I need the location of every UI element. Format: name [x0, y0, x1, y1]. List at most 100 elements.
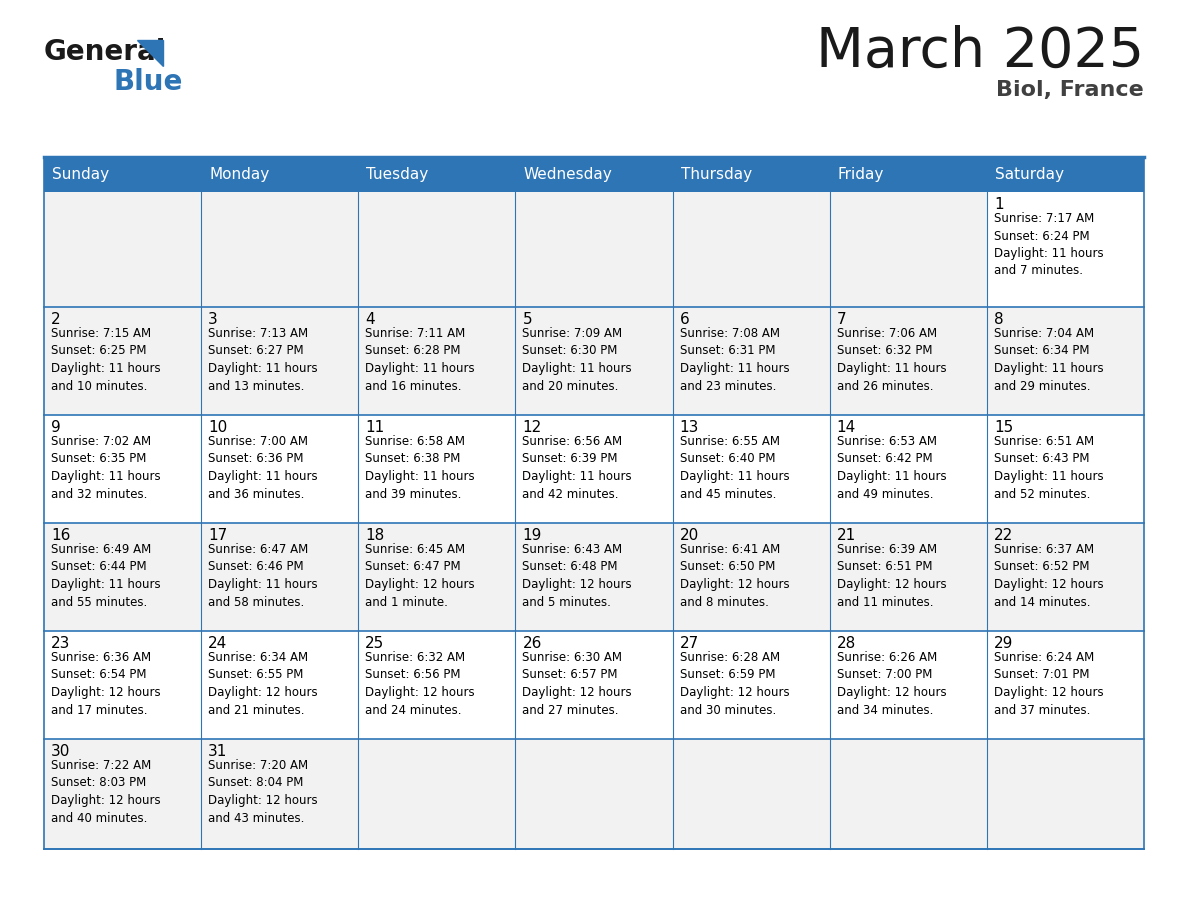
- Text: Saturday: Saturday: [994, 167, 1064, 182]
- Text: Friday: Friday: [838, 167, 884, 182]
- Text: Sunrise: 6:34 AM
Sunset: 6:55 PM
Daylight: 12 hours
and 21 minutes.: Sunrise: 6:34 AM Sunset: 6:55 PM Dayligh…: [208, 651, 317, 717]
- Text: Thursday: Thursday: [681, 167, 752, 182]
- Bar: [987, 192, 1144, 307]
- Text: Sunday: Sunday: [52, 167, 109, 182]
- Bar: [516, 192, 672, 307]
- Text: 24: 24: [208, 636, 227, 651]
- Bar: [672, 157, 829, 192]
- Text: 18: 18: [365, 528, 385, 543]
- Text: Sunrise: 6:53 AM
Sunset: 6:42 PM
Daylight: 11 hours
and 49 minutes.: Sunrise: 6:53 AM Sunset: 6:42 PM Dayligh…: [836, 435, 947, 500]
- Bar: [672, 415, 829, 523]
- Text: Sunrise: 7:20 AM
Sunset: 8:04 PM
Daylight: 12 hours
and 43 minutes.: Sunrise: 7:20 AM Sunset: 8:04 PM Dayligh…: [208, 759, 317, 824]
- Text: 30: 30: [51, 744, 70, 759]
- Text: 9: 9: [51, 420, 61, 435]
- Bar: [987, 739, 1144, 849]
- Bar: [516, 157, 672, 192]
- Text: 15: 15: [994, 420, 1013, 435]
- Bar: [672, 631, 829, 739]
- Bar: [672, 307, 829, 415]
- Text: 25: 25: [365, 636, 385, 651]
- Bar: [829, 415, 987, 523]
- Bar: [44, 523, 201, 631]
- Bar: [987, 157, 1144, 192]
- Text: Sunrise: 7:22 AM
Sunset: 8:03 PM
Daylight: 12 hours
and 40 minutes.: Sunrise: 7:22 AM Sunset: 8:03 PM Dayligh…: [51, 759, 160, 824]
- Text: 21: 21: [836, 528, 857, 543]
- Bar: [359, 523, 516, 631]
- Text: Sunrise: 7:11 AM
Sunset: 6:28 PM
Daylight: 11 hours
and 16 minutes.: Sunrise: 7:11 AM Sunset: 6:28 PM Dayligh…: [365, 327, 475, 393]
- Text: 12: 12: [523, 420, 542, 435]
- Text: General: General: [44, 38, 166, 66]
- Text: 6: 6: [680, 312, 689, 327]
- Text: Sunrise: 7:06 AM
Sunset: 6:32 PM
Daylight: 11 hours
and 26 minutes.: Sunrise: 7:06 AM Sunset: 6:32 PM Dayligh…: [836, 327, 947, 393]
- Bar: [359, 631, 516, 739]
- Text: 10: 10: [208, 420, 227, 435]
- Text: 13: 13: [680, 420, 699, 435]
- Text: 16: 16: [51, 528, 70, 543]
- Bar: [829, 523, 987, 631]
- Text: 27: 27: [680, 636, 699, 651]
- Text: Sunrise: 6:41 AM
Sunset: 6:50 PM
Daylight: 12 hours
and 8 minutes.: Sunrise: 6:41 AM Sunset: 6:50 PM Dayligh…: [680, 543, 789, 609]
- Text: 7: 7: [836, 312, 846, 327]
- Bar: [201, 415, 359, 523]
- Bar: [829, 192, 987, 307]
- Bar: [987, 307, 1144, 415]
- Text: 14: 14: [836, 420, 857, 435]
- Bar: [359, 192, 516, 307]
- Bar: [44, 739, 201, 849]
- Text: 22: 22: [994, 528, 1013, 543]
- Bar: [359, 307, 516, 415]
- Text: Sunrise: 7:17 AM
Sunset: 6:24 PM
Daylight: 11 hours
and 7 minutes.: Sunrise: 7:17 AM Sunset: 6:24 PM Dayligh…: [994, 212, 1104, 277]
- Bar: [44, 631, 201, 739]
- Bar: [987, 631, 1144, 739]
- Bar: [672, 739, 829, 849]
- Text: 11: 11: [365, 420, 385, 435]
- Text: Sunrise: 6:45 AM
Sunset: 6:47 PM
Daylight: 12 hours
and 1 minute.: Sunrise: 6:45 AM Sunset: 6:47 PM Dayligh…: [365, 543, 475, 609]
- Bar: [44, 415, 201, 523]
- Text: Sunrise: 7:02 AM
Sunset: 6:35 PM
Daylight: 11 hours
and 32 minutes.: Sunrise: 7:02 AM Sunset: 6:35 PM Dayligh…: [51, 435, 160, 500]
- Bar: [359, 739, 516, 849]
- Text: Sunrise: 7:15 AM
Sunset: 6:25 PM
Daylight: 11 hours
and 10 minutes.: Sunrise: 7:15 AM Sunset: 6:25 PM Dayligh…: [51, 327, 160, 393]
- Text: Sunrise: 6:51 AM
Sunset: 6:43 PM
Daylight: 11 hours
and 52 minutes.: Sunrise: 6:51 AM Sunset: 6:43 PM Dayligh…: [994, 435, 1104, 500]
- Bar: [987, 415, 1144, 523]
- Text: 20: 20: [680, 528, 699, 543]
- Text: Biol, France: Biol, France: [997, 80, 1144, 100]
- Bar: [516, 523, 672, 631]
- Text: 8: 8: [994, 312, 1004, 327]
- Bar: [44, 192, 201, 307]
- Bar: [201, 631, 359, 739]
- Text: Sunrise: 6:58 AM
Sunset: 6:38 PM
Daylight: 11 hours
and 39 minutes.: Sunrise: 6:58 AM Sunset: 6:38 PM Dayligh…: [365, 435, 475, 500]
- Text: Sunrise: 6:30 AM
Sunset: 6:57 PM
Daylight: 12 hours
and 27 minutes.: Sunrise: 6:30 AM Sunset: 6:57 PM Dayligh…: [523, 651, 632, 717]
- Text: 19: 19: [523, 528, 542, 543]
- Text: 1: 1: [994, 197, 1004, 212]
- Bar: [201, 523, 359, 631]
- Bar: [359, 157, 516, 192]
- Text: 28: 28: [836, 636, 857, 651]
- Bar: [987, 523, 1144, 631]
- Text: 29: 29: [994, 636, 1013, 651]
- Text: Sunrise: 6:39 AM
Sunset: 6:51 PM
Daylight: 12 hours
and 11 minutes.: Sunrise: 6:39 AM Sunset: 6:51 PM Dayligh…: [836, 543, 947, 609]
- Text: Sunrise: 6:24 AM
Sunset: 7:01 PM
Daylight: 12 hours
and 37 minutes.: Sunrise: 6:24 AM Sunset: 7:01 PM Dayligh…: [994, 651, 1104, 717]
- Text: 31: 31: [208, 744, 228, 759]
- Text: 17: 17: [208, 528, 227, 543]
- Text: Blue: Blue: [114, 68, 183, 96]
- Bar: [516, 307, 672, 415]
- Bar: [516, 631, 672, 739]
- Bar: [672, 192, 829, 307]
- Bar: [829, 307, 987, 415]
- Text: Sunrise: 7:08 AM
Sunset: 6:31 PM
Daylight: 11 hours
and 23 minutes.: Sunrise: 7:08 AM Sunset: 6:31 PM Dayligh…: [680, 327, 789, 393]
- Text: Sunrise: 6:26 AM
Sunset: 7:00 PM
Daylight: 12 hours
and 34 minutes.: Sunrise: 6:26 AM Sunset: 7:00 PM Dayligh…: [836, 651, 947, 717]
- Text: Sunrise: 6:36 AM
Sunset: 6:54 PM
Daylight: 12 hours
and 17 minutes.: Sunrise: 6:36 AM Sunset: 6:54 PM Dayligh…: [51, 651, 160, 717]
- Bar: [44, 307, 201, 415]
- Text: Sunrise: 6:49 AM
Sunset: 6:44 PM
Daylight: 11 hours
and 55 minutes.: Sunrise: 6:49 AM Sunset: 6:44 PM Dayligh…: [51, 543, 160, 609]
- Text: Sunrise: 7:04 AM
Sunset: 6:34 PM
Daylight: 11 hours
and 29 minutes.: Sunrise: 7:04 AM Sunset: 6:34 PM Dayligh…: [994, 327, 1104, 393]
- Text: Sunrise: 6:56 AM
Sunset: 6:39 PM
Daylight: 11 hours
and 42 minutes.: Sunrise: 6:56 AM Sunset: 6:39 PM Dayligh…: [523, 435, 632, 500]
- Bar: [516, 415, 672, 523]
- Text: 26: 26: [523, 636, 542, 651]
- Text: Sunrise: 6:47 AM
Sunset: 6:46 PM
Daylight: 11 hours
and 58 minutes.: Sunrise: 6:47 AM Sunset: 6:46 PM Dayligh…: [208, 543, 317, 609]
- Text: Tuesday: Tuesday: [366, 167, 429, 182]
- Bar: [516, 739, 672, 849]
- Bar: [829, 631, 987, 739]
- Text: 5: 5: [523, 312, 532, 327]
- Text: March 2025: March 2025: [816, 25, 1144, 79]
- Bar: [359, 415, 516, 523]
